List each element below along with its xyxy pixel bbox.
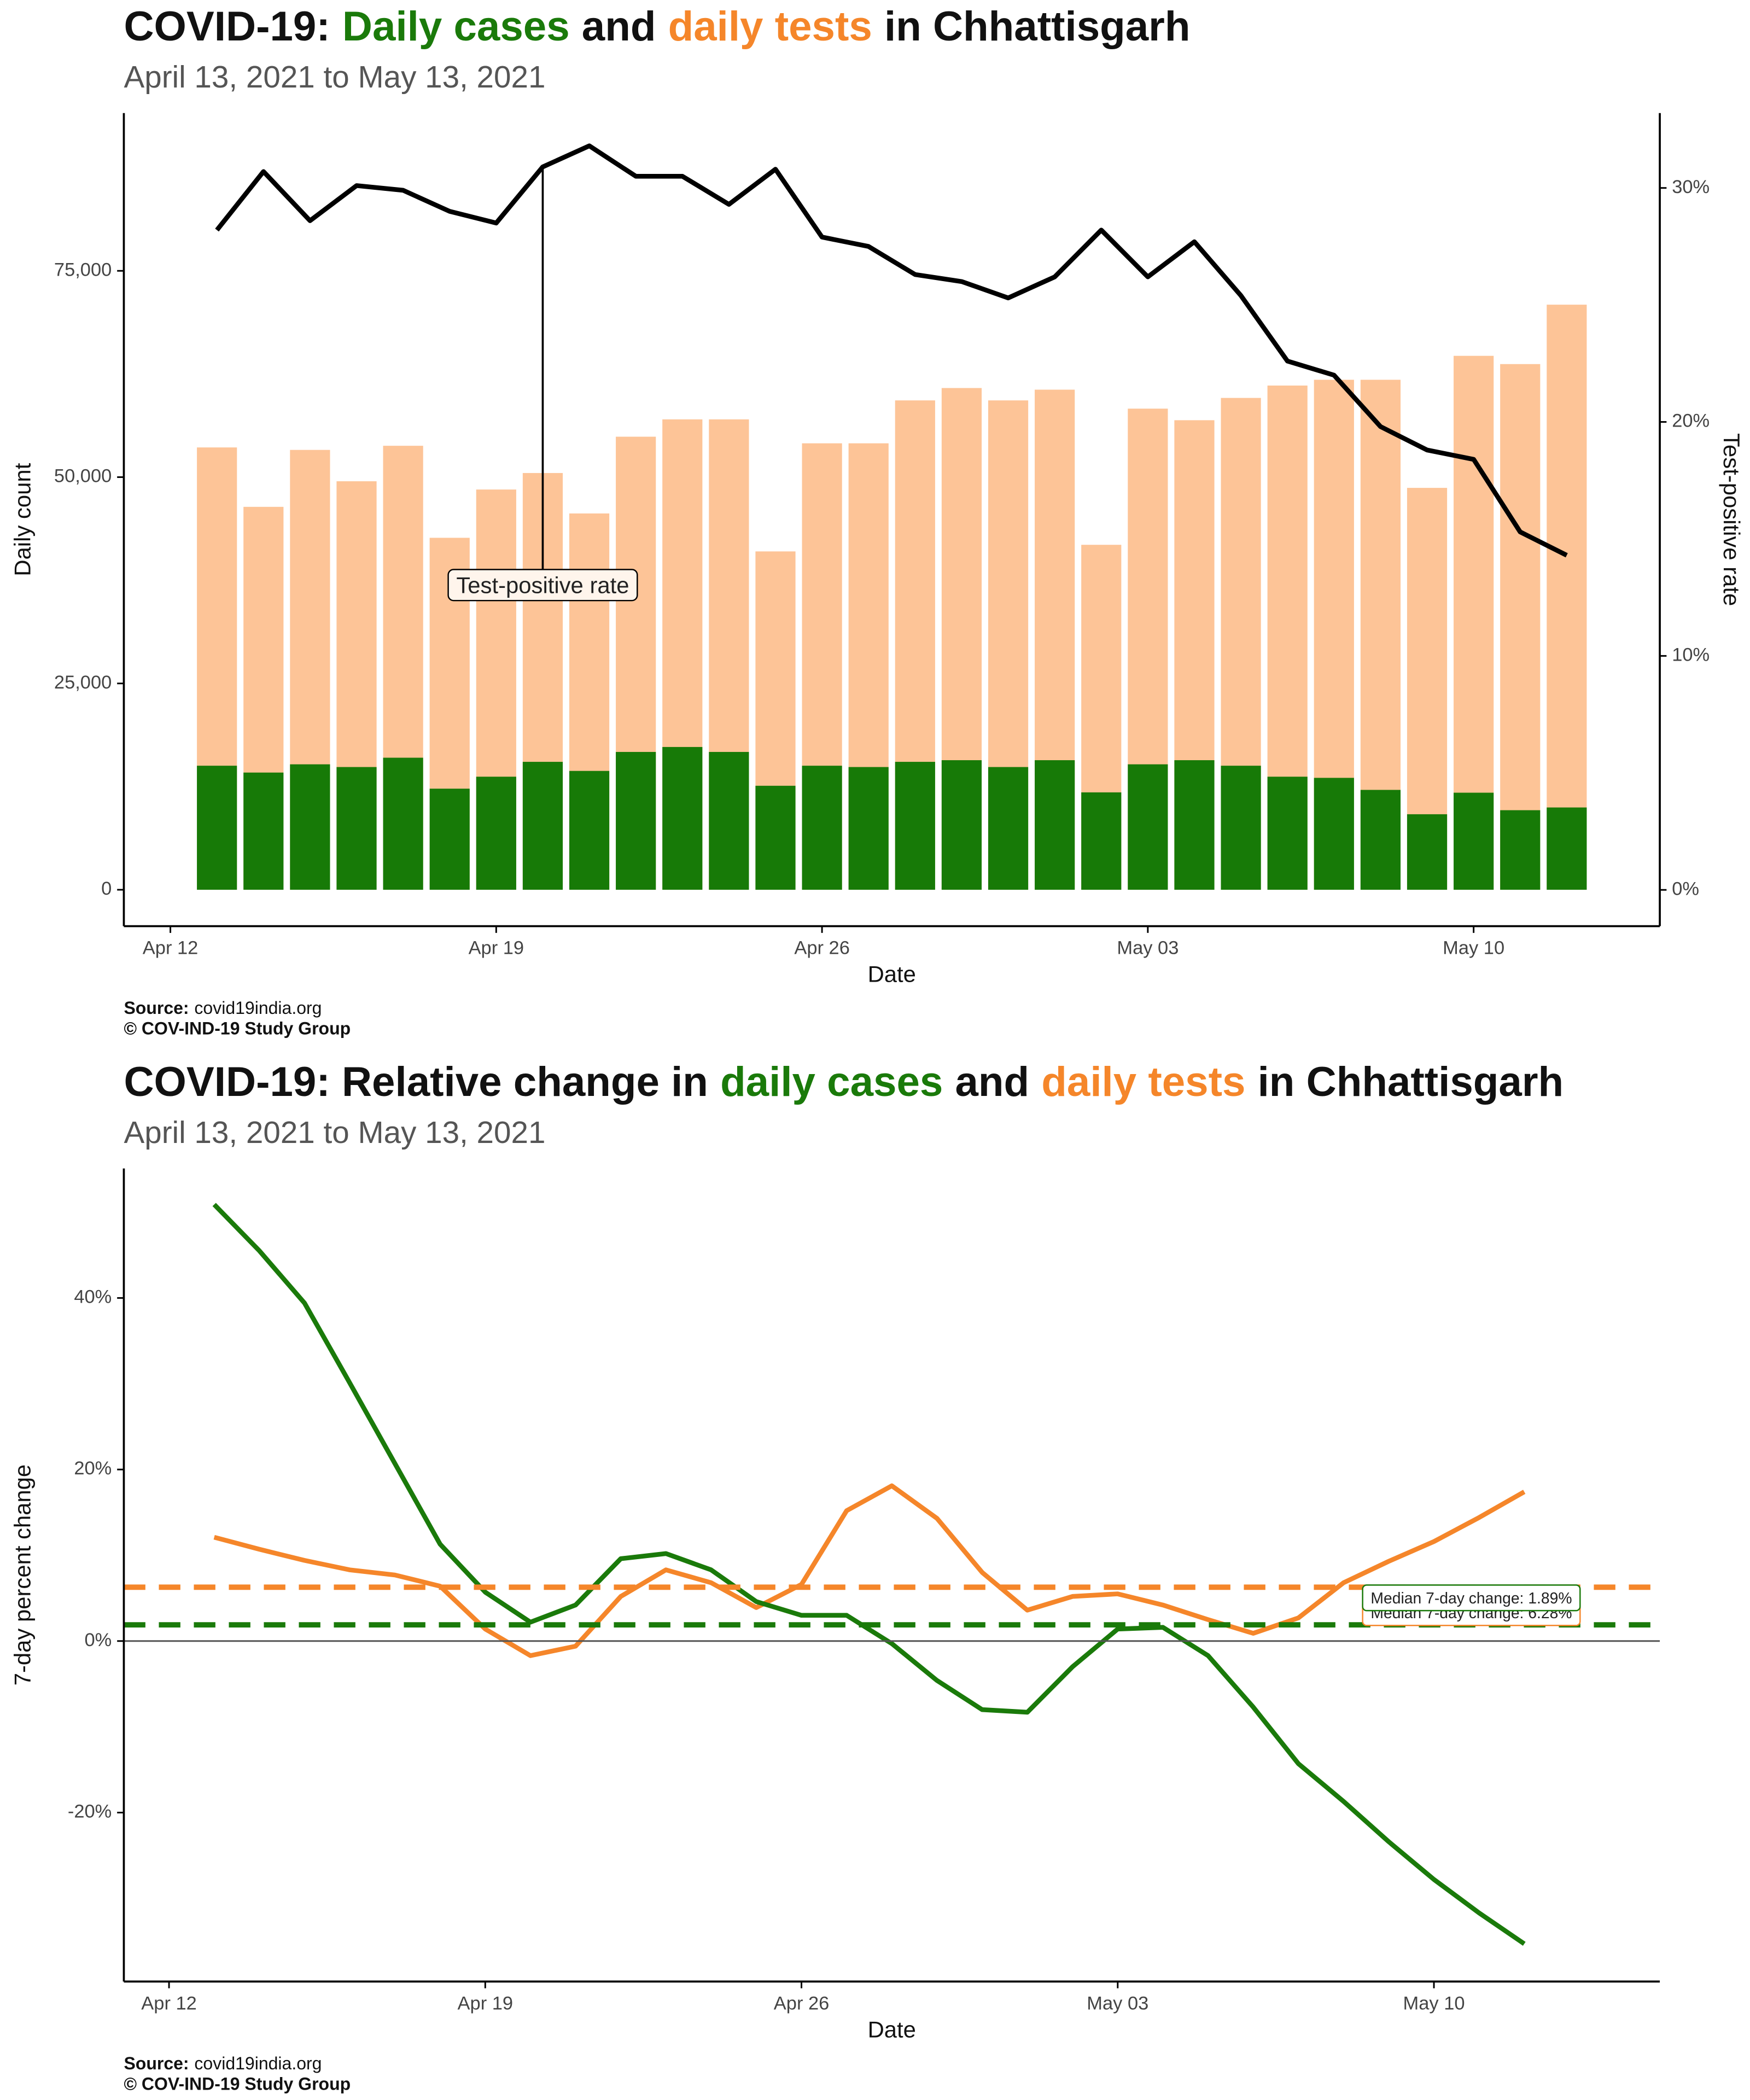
line (213, 1483, 1526, 1658)
bar (1360, 790, 1401, 890)
chart: COVID-19: Relative change in daily cases a… (9, 1059, 1660, 2093)
chart-title: COVID-19: Daily cases and daily tests in Chh… (124, 3, 1190, 50)
chart-subtitle: April 13, 2021 to May 13, 2021 (124, 1115, 545, 1150)
x-tick-label: Apr 19 (469, 937, 524, 958)
line (212, 1203, 1526, 1946)
median-label: Median 7-day change: 1.89% (1362, 1584, 1581, 1612)
x-tick-label: Apr 12 (143, 937, 199, 958)
bar (290, 764, 330, 890)
title-part: and (955, 1059, 1029, 1105)
x-tick-label: May 10 (1443, 937, 1504, 958)
line (215, 143, 1568, 558)
chart: COVID-19: Daily cases and daily tests in Chh… (9, 3, 1745, 1038)
chart-subtitle: April 13, 2021 to May 13, 2021 (124, 60, 545, 94)
credit: © COV-IND-19 Study Group (124, 1019, 351, 1039)
bar (1454, 792, 1494, 890)
y-axis-label: 7-day percent change (9, 1465, 35, 1686)
bar (1314, 778, 1354, 890)
bar (941, 760, 982, 890)
x-tick-label: May 10 (1403, 1993, 1465, 2014)
bar (476, 777, 516, 890)
bar (1128, 764, 1168, 890)
y-axis-label: Daily count (9, 463, 35, 576)
y2-axis-label: Test-positive rate (1719, 433, 1745, 606)
source: Source: covid19india.org (124, 999, 322, 1018)
bar (429, 789, 470, 890)
bar (1500, 364, 1541, 890)
median-label-text: Median 7-day change: 1.89% (1370, 1589, 1572, 1607)
bar (662, 746, 703, 890)
y2-tick-label: 30% (1672, 177, 1710, 197)
title-part: daily tests (1041, 1059, 1245, 1105)
y-tick-label: -20% (68, 1801, 112, 1822)
source-label: Source: (124, 2054, 189, 2073)
annotation: Test-positive rate (456, 572, 629, 598)
x-axis-label: Date (868, 2017, 916, 2043)
bar (1500, 810, 1541, 890)
y-tick-label: 50,000 (54, 466, 112, 487)
y-tick-label: 20% (74, 1458, 112, 1479)
bar (522, 762, 563, 890)
title-part: and (582, 3, 656, 50)
bar (243, 772, 284, 890)
bar (988, 767, 1029, 890)
bar (755, 785, 796, 890)
bar (1267, 777, 1308, 890)
x-tick-label: Apr 12 (141, 1993, 197, 2014)
bar (1035, 760, 1075, 890)
bar (197, 766, 237, 890)
bar (336, 767, 377, 890)
y-tick-label: 40% (74, 1287, 112, 1308)
x-tick-label: Apr 26 (774, 1993, 830, 2014)
title-part: in Chhattisgarh (884, 3, 1191, 50)
source-text: covid19india.org (194, 999, 322, 1018)
title-part: Daily cases (342, 3, 570, 50)
x-tick-label: May 03 (1087, 1993, 1148, 2014)
label-box (1362, 1584, 1581, 1612)
y2-tick-label: 20% (1672, 411, 1710, 431)
bar (1547, 305, 1587, 890)
y-tick-label: 0% (85, 1630, 112, 1650)
title-part: in Chhattisgarh (1258, 1059, 1564, 1105)
bar (848, 767, 889, 890)
y-tick-label: 25,000 (54, 672, 112, 693)
bar (895, 762, 935, 890)
x-tick-label: Apr 19 (458, 1993, 514, 2014)
bar (1174, 760, 1215, 890)
title-part: daily tests (668, 3, 872, 50)
bar (1081, 792, 1122, 890)
bar (1407, 814, 1448, 890)
chart-title: COVID-19: Relative change in daily cases a… (124, 1059, 1564, 1105)
x-tick-label: Apr 26 (794, 937, 850, 958)
y2-tick-label: 0% (1672, 878, 1699, 899)
y-tick-label: 0 (101, 878, 112, 899)
bar (383, 757, 423, 890)
bar (1547, 807, 1587, 890)
source-label: Source: (124, 999, 189, 1018)
x-axis-label: Date (868, 961, 916, 987)
title-part: daily cases (720, 1059, 943, 1105)
source: Source: covid19india.org (124, 2054, 322, 2073)
y2-tick-label: 10% (1672, 644, 1710, 665)
bar (569, 771, 610, 890)
source-text: covid19india.org (194, 2054, 322, 2073)
title-part: COVID-19: Relative change in (124, 1059, 708, 1105)
annotation-box (447, 569, 638, 602)
y-tick-label: 75,000 (54, 259, 112, 280)
bar (616, 751, 656, 890)
credit: © COV-IND-19 Study Group (124, 2074, 351, 2093)
title-part: COVID-19: (124, 3, 330, 50)
bar (709, 751, 749, 890)
bar (1221, 766, 1261, 890)
bar (802, 766, 842, 890)
x-tick-label: May 03 (1117, 937, 1179, 958)
